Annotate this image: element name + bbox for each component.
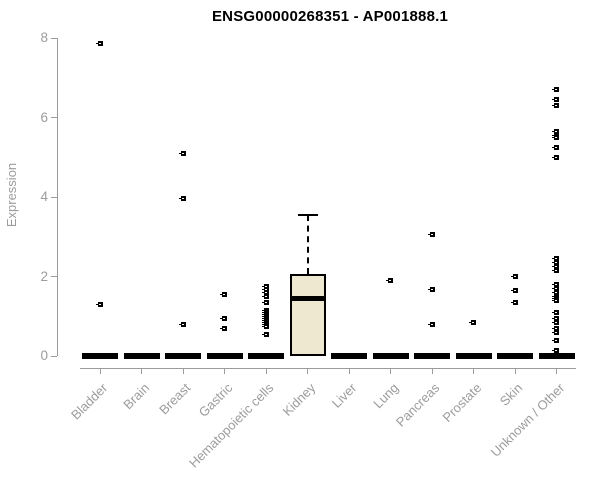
outlier-point: [220, 291, 227, 297]
boxplot-zero-bar: [206, 353, 243, 359]
outlier-point: [510, 274, 518, 279]
outlier-point: [469, 319, 476, 325]
outlier-point: [552, 285, 559, 291]
boxplot-zero-bar: [248, 353, 284, 359]
outlier-point: [552, 281, 559, 287]
x-tick: [431, 368, 433, 374]
y-tick-label: 0: [40, 348, 48, 363]
outlier-point: [552, 309, 559, 315]
outlier-point: [427, 232, 435, 238]
outlier-point: [261, 286, 269, 292]
outlier-point: [552, 329, 559, 335]
boxplot-zero-bar: [538, 353, 575, 359]
x-tick: [99, 368, 101, 374]
outlier-point: [95, 41, 103, 47]
outlier-point: [552, 87, 559, 93]
outlier-point: [261, 289, 269, 295]
chart-title: ENSG00000268351 - AP001888.1: [211, 8, 449, 25]
boxplot-zero-bar: [331, 353, 367, 359]
outlier-point: [552, 256, 559, 262]
y-tick: [51, 355, 57, 357]
outlier-point: [261, 331, 269, 337]
boxplot-zero-bar: [82, 353, 118, 359]
y-axis-line: [57, 38, 58, 356]
outlier-point: [510, 287, 518, 293]
x-tick: [390, 368, 391, 374]
y-tick: [51, 276, 57, 277]
y-tick: [51, 117, 57, 118]
y-tick-label: 4: [40, 189, 48, 204]
boxplot-zero-bar: [455, 353, 492, 359]
outlier-point: [261, 283, 269, 289]
outlier-point: [552, 337, 559, 343]
y-tick-label: 6: [40, 109, 48, 125]
outlier-point: [386, 277, 393, 283]
x-tick: [556, 368, 557, 374]
x-tick: [348, 368, 350, 374]
outlier-point: [552, 268, 559, 274]
outlier-point: [95, 301, 103, 307]
outlier-point: [552, 128, 559, 134]
median-line: [289, 295, 326, 301]
outlier-point: [220, 315, 227, 321]
boxplot-zero-bar: [372, 353, 409, 359]
x-tick: [473, 368, 474, 374]
outlier-point: [552, 325, 559, 331]
outlier-point: [552, 144, 559, 150]
boxplot-zero-bar: [497, 353, 533, 359]
y-tick: [51, 196, 57, 198]
x-tick: [182, 368, 184, 374]
whisker-cap: [297, 213, 318, 216]
outlier-point: [261, 323, 269, 329]
outlier-point: [552, 260, 559, 266]
outlier-point: [220, 326, 227, 332]
outlier-point: [261, 293, 269, 299]
outlier-point: [178, 196, 186, 202]
x-tick: [265, 368, 267, 374]
boxplot-zero-bar: [123, 353, 160, 359]
x-axis-line: [80, 368, 576, 369]
outlier-point: [427, 322, 435, 328]
boxplot-box: [289, 273, 326, 356]
boxplot-zero-bar: [165, 353, 201, 359]
x-tick: [141, 368, 142, 374]
x-tick: [307, 368, 308, 374]
outlier-point: [178, 150, 186, 156]
outlier-point: [552, 97, 559, 103]
outlier-point: [178, 321, 186, 327]
whisker-line: [306, 214, 309, 274]
outlier-point: [552, 297, 559, 303]
x-tick: [224, 368, 225, 374]
boxplot-zero-bar: [414, 353, 450, 359]
outlier-point: [510, 299, 518, 305]
outlier-point: [552, 154, 559, 160]
outlier-point: [552, 319, 559, 325]
outlier-point: [427, 286, 435, 292]
outlier-point: [552, 315, 559, 321]
outlier-point: [552, 103, 559, 109]
y-tick-label: 8: [40, 30, 48, 45]
x-tick: [514, 368, 516, 374]
outlier-point: [552, 347, 559, 353]
outlier-point: [552, 289, 559, 295]
outlier-point: [552, 264, 559, 270]
outlier-point: [552, 134, 559, 140]
outlier-point: [261, 299, 269, 305]
y-tick: [51, 37, 57, 39]
y-tick-label: 2: [40, 268, 48, 284]
